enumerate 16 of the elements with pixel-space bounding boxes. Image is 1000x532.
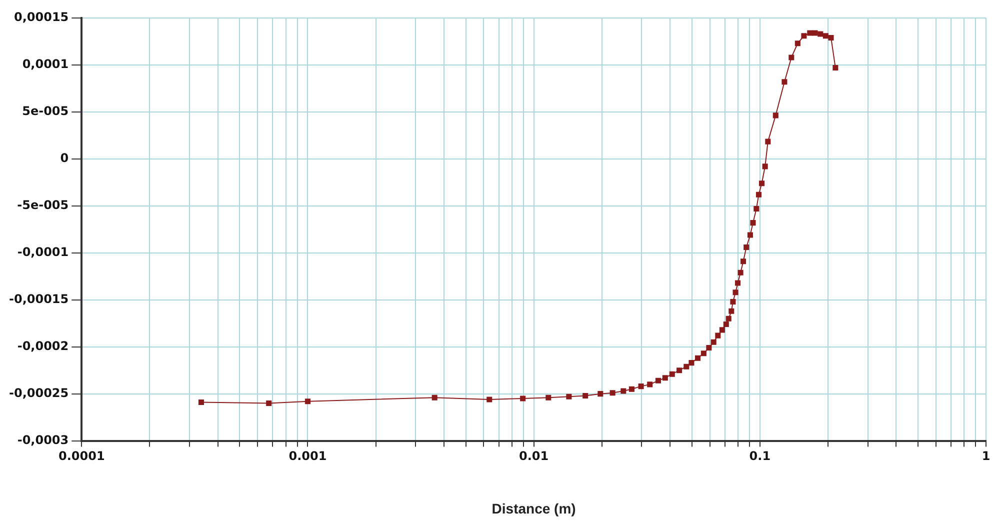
x-tick-label: 0.01 [519, 449, 549, 464]
y-tick-label: -0,0001 [17, 245, 69, 260]
y-tick-label: 5e-005 [22, 104, 69, 118]
y-tick-label: -0,00025 [8, 386, 69, 400]
y-tick-label: 0 [60, 151, 69, 166]
x-axis-title: Distance (m) [492, 500, 576, 516]
x-tick-label: 0.0001 [58, 449, 105, 464]
y-tick-label: 0,0001 [22, 57, 69, 72]
x-tick-label: 0.001 [288, 449, 327, 464]
x-tick-label: 0.1 [749, 449, 771, 464]
y-tick-label: 0,00015 [14, 10, 69, 24]
x-tick-label: 1 [982, 449, 990, 464]
y-tick-label: -0,0003 [17, 432, 69, 447]
y-tick-label: -0,00015 [8, 292, 69, 306]
y-tick-label: -0,0002 [17, 338, 69, 353]
y-tick-label: -5e-005 [17, 198, 69, 212]
